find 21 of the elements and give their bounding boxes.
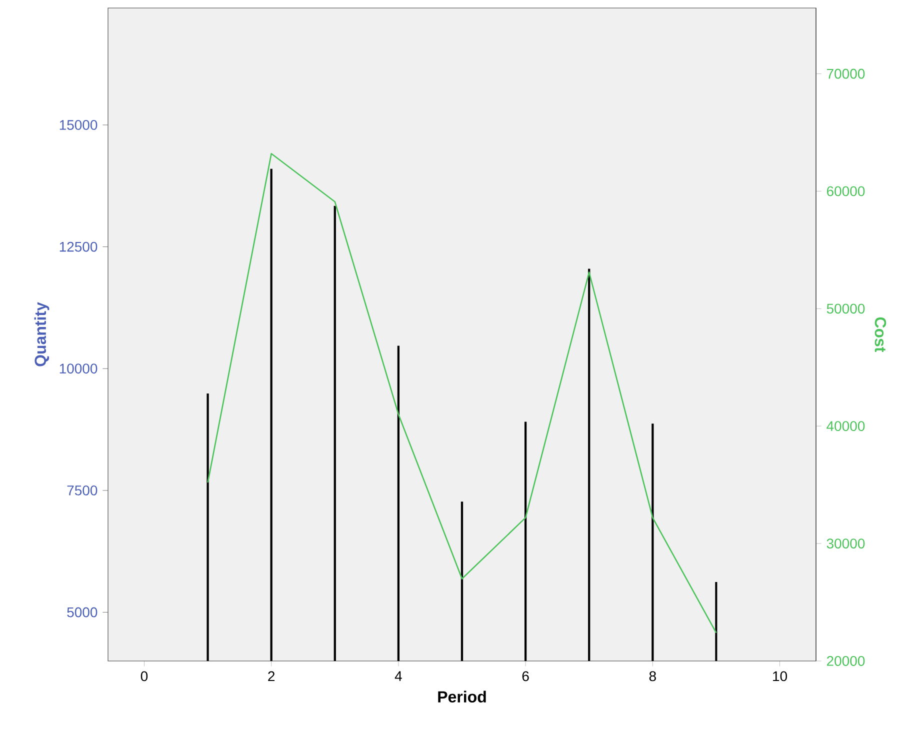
y2-tick-label: 40000: [826, 421, 865, 432]
y2-axis-title: Cost: [874, 317, 886, 352]
x-tick-label: 2: [268, 671, 275, 682]
x-tick-label: 6: [522, 671, 529, 682]
y-tick-label: 10000: [60, 364, 98, 374]
x-tick-label: 4: [394, 671, 402, 681]
x-axis-title: Period: [438, 690, 486, 703]
y2-tick-label: 70000: [826, 68, 865, 79]
y2-tick-label: 50000: [826, 304, 865, 314]
y2-tick-label: 60000: [826, 186, 865, 196]
y2-tick-label: 30000: [826, 538, 865, 549]
x-tick-label: 8: [649, 671, 656, 682]
y-tick-label: 5000: [67, 607, 98, 618]
x-tick-label: 0: [140, 671, 148, 682]
y-axis-title: Quantity: [34, 302, 50, 366]
y-tick-label: 12500: [60, 242, 98, 252]
y2-tick-label: 20000: [826, 656, 865, 666]
line-series: [207, 152, 717, 634]
x-tick-label: 10: [773, 671, 788, 682]
y-tick-label: 7500: [67, 485, 98, 496]
y-tick-label: 15000: [60, 120, 98, 130]
